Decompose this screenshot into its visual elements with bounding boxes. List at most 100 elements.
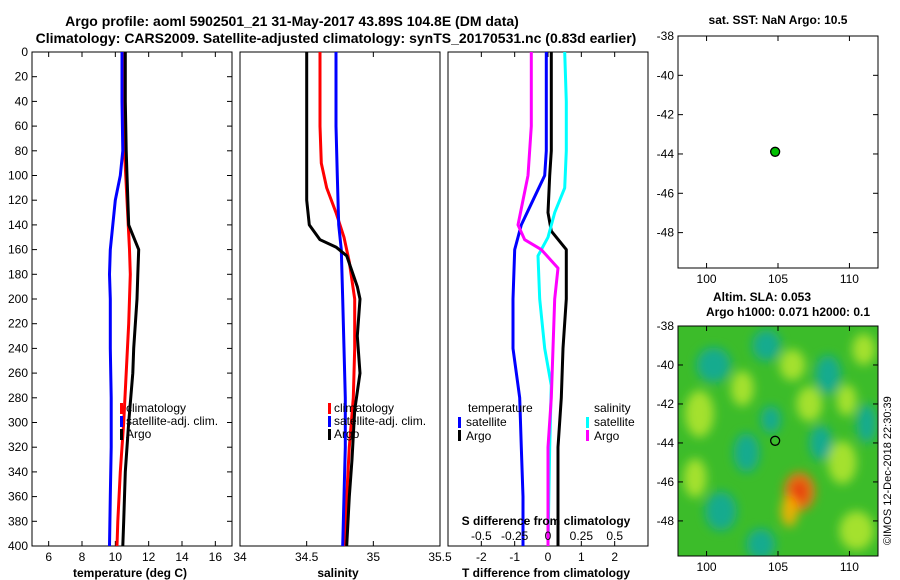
sla-map-ytick-label: -46 [657,475,675,489]
sst-map-xtick-label: 105 [768,272,788,286]
temperature-frame [31,51,233,547]
temperature-xtick-label: 8 [79,550,86,564]
temperature-ytick-label: 20 [15,70,29,84]
sla-map-chart: -38 -40 -42 -44 -46 -48 100 105 110 Altim. SLA: 0… [657,290,879,574]
difference-legend-swatch [458,417,461,428]
sla-map-title: Altim. SLA: 0.053 [713,290,811,304]
difference-legend-swatch [586,417,589,428]
salinity-legend-label: satellite-adj. clim. [334,414,426,428]
difference-top-tick-label: -0.25 [501,529,529,543]
salinity-xtick-label: 35.5 [428,550,452,564]
temperature-ytick-label: 120 [8,193,28,207]
salinity-legend-swatch [328,403,331,414]
sla-map-anomaly-blob [828,441,857,484]
temperature-ytick-label: 140 [8,218,28,232]
temperature-xlabel: temperature (deg C) [73,566,187,580]
temperature-ytick-label: 320 [8,440,28,454]
sst-map-ytick-label: -40 [657,68,675,82]
sla-map-ytick-label: -42 [657,397,675,411]
salinity-profile-chart: 34 34.5 35 35.5 salinity climatologysatellite… [233,51,452,580]
temperature-xtick-label: 10 [109,550,123,564]
sst-map-xtick-label: 100 [697,272,717,286]
sla-map-anomaly-blob [685,390,714,438]
title-line-1: Argo profile: aoml 5902501_21 31-May-201… [65,13,519,29]
salinity-legend-label: climatology [334,401,394,415]
temperature-xtick-label: 16 [209,550,223,564]
difference-legend-label: satellite [594,415,635,429]
salinity-legend-label: Argo [334,427,360,441]
difference-series-0 [511,52,548,546]
sla-map-argo-marker [769,435,781,446]
difference-top-tick-label: 0.25 [570,529,594,543]
copyright-stamp: ©IMOS 12-Dec-2018 22:30:39 [882,396,894,545]
sla-map-anomaly-blob [752,329,781,362]
salinity-xtick-label: 34 [233,550,247,564]
difference-legend-left-title: temperature [468,401,533,415]
sla-map-anomaly-blob [780,495,799,527]
difference-profile-chart: -2 -1 0 1 2 T difference from climatology temp… [447,51,649,580]
sla-map-anomaly-blob [836,384,857,416]
temperature-ytick-label: 40 [15,94,29,108]
salinity-series-2 [305,52,362,547]
temperature-legend-label: satellite-adj. clim. [126,414,218,428]
title-line-2: Climatology: CARS2009. Satellite-adjuste… [36,30,637,46]
difference-top-tick-label: 0 [545,529,552,543]
difference-xtick-label: 2 [611,550,618,564]
salinity-xlabel: salinity [317,566,359,580]
difference-xtick-label: -1 [509,550,520,564]
difference-legend-label: Argo [594,429,620,443]
temperature-legend-swatch [120,403,123,414]
salinity-frame [239,51,441,547]
sla-map-anomaly-blob [779,349,806,381]
sla-map-ytick-label: -44 [657,436,675,450]
temperature-legend-label: climatology [126,401,186,415]
temperature-ytick-label: 280 [8,391,28,405]
salinity-legend-swatch [328,416,331,427]
sst-map-argo-marker [769,146,781,157]
sla-map-anomaly-blob [809,425,833,461]
sst-map-ytick-label: -44 [657,147,675,161]
salinity-legend-swatch [328,429,331,440]
temperature-series-1 [108,52,125,547]
difference-legend-right-title: salinity [594,401,631,415]
sla-map-anomaly-blob [730,370,754,406]
difference-top-tick-label: -0.5 [471,529,492,543]
temperature-ytick-label: 360 [8,490,28,504]
difference-top-axis-label: S difference from climatology [462,514,631,528]
sla-map-xtick-label: 105 [768,560,788,574]
temperature-legend-swatch [120,416,123,427]
difference-legend-swatch [586,430,589,441]
difference-series-3 [516,52,560,546]
sst-map-title: sat. SST: NaN Argo: 10.5 [709,13,848,27]
temperature-ytick-label: 0 [21,45,28,59]
sst-map-ytick-label: -42 [657,108,675,122]
sla-map-anomaly-blob [683,458,707,498]
temperature-xtick-label: 14 [175,550,189,564]
sla-map-xtick-label: 100 [697,560,717,574]
difference-legend-label: satellite [466,415,507,429]
sla-map-ytick-label: -48 [657,514,675,528]
temperature-ytick-label: 160 [8,243,28,257]
temperature-ytick-label: 340 [8,465,28,479]
sla-map-xtick-label: 110 [840,560,859,574]
sla-map-field [683,329,877,556]
difference-xtick-label: -2 [476,550,487,564]
salinity-series-1 [334,52,347,547]
temperature-ytick-label: 260 [8,366,28,380]
temperature-ytick-label: 220 [8,317,28,331]
sla-map-anomaly-blob [733,433,760,473]
sla-map-anomaly-blob [839,511,874,551]
temperature-ytick-label: 180 [8,267,28,281]
temperature-series-2 [121,52,141,547]
temperature-ytick-label: 380 [8,514,28,528]
sla-map-ytick-label: -38 [657,319,675,333]
temperature-ytick-label: 240 [8,341,28,355]
salinity-xtick-label: 34.5 [295,550,319,564]
difference-xtick-label: 1 [578,550,585,564]
temperature-xtick-label: 12 [142,550,156,564]
sla-map-subtitle: Argo h1000: 0.071 h2000: 0.1 [706,305,870,319]
sla-map-anomaly-blob [815,355,841,395]
temperature-ytick-label: 400 [8,539,28,553]
temperature-ytick-label: 300 [8,416,28,430]
